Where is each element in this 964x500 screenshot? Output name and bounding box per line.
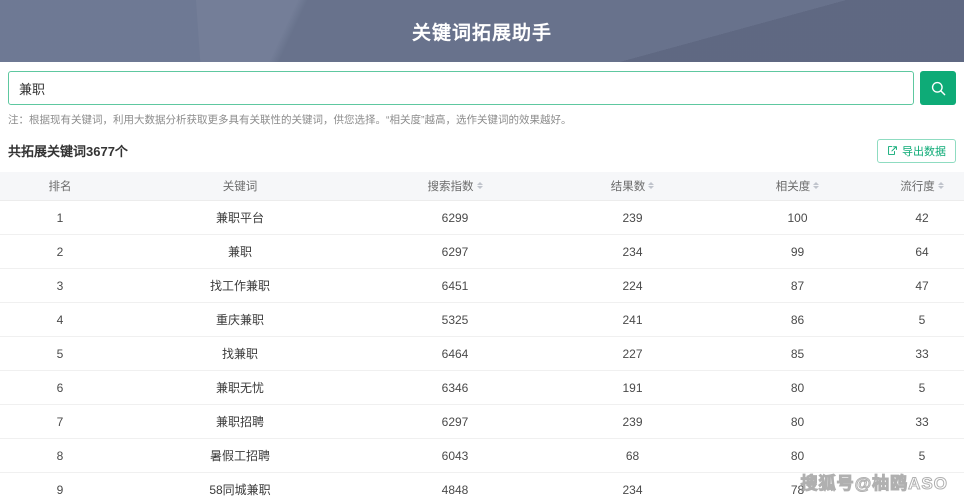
column-header-rank: 排名: [0, 171, 120, 202]
cell-keyword: 兼职平台: [120, 200, 360, 236]
cell-keyword: 58同城兼职: [120, 472, 360, 500]
cell-relevance: 80: [715, 404, 880, 440]
column-header-search-index-label: 搜索指数: [427, 180, 474, 193]
column-header-relevance-label: 相关度: [775, 180, 811, 193]
cell-results: 191: [550, 370, 715, 406]
cell-rank: 9: [0, 472, 120, 500]
page-title: 关键词拓展助手: [411, 22, 552, 44]
table-row[interactable]: 3 找工作兼职 6451 224 87 47: [0, 268, 964, 304]
sort-icon[interactable]: [813, 182, 820, 190]
cell-index: 6297: [360, 404, 550, 440]
keyword-table: 排名 关键词 搜索指数 结果数: [0, 171, 964, 500]
table-header-row: 排名 关键词 搜索指数 结果数: [0, 171, 964, 202]
search-icon: [930, 80, 947, 97]
cell-rank: 1: [0, 200, 120, 236]
cell-relevance: 86: [715, 302, 880, 338]
cell-popularity: 33: [880, 336, 964, 372]
cell-relevance: 87: [715, 268, 880, 304]
cell-keyword: 暑假工招聘: [120, 438, 360, 474]
header-diagonal-band: [194, 0, 964, 62]
column-header-keyword: 关键词: [120, 171, 360, 202]
cell-rank: 8: [0, 438, 120, 474]
cell-popularity: 5: [880, 438, 964, 474]
cell-popularity: 64: [880, 234, 964, 270]
cell-relevance: 80: [715, 370, 880, 406]
cell-rank: 2: [0, 234, 120, 270]
cell-popularity: 47: [880, 268, 964, 304]
table-row[interactable]: 1 兼职平台 6299 239 100 42: [0, 200, 964, 236]
export-data-button[interactable]: 导出数据: [877, 138, 956, 163]
results-count: 共拓展关键词3677个: [8, 144, 128, 160]
cell-results: 234: [550, 472, 715, 500]
column-header-relevance[interactable]: 相关度: [715, 171, 880, 202]
cell-index: 6464: [360, 336, 550, 372]
cell-keyword: 兼职: [120, 234, 360, 270]
cell-relevance: 100: [715, 200, 880, 236]
cell-keyword: 兼职招聘: [120, 404, 360, 440]
table-header: 排名 关键词 搜索指数 结果数: [0, 171, 964, 202]
cell-results: 239: [550, 200, 715, 236]
cell-popularity: 5: [880, 370, 964, 406]
column-header-rank-label: 排名: [48, 180, 72, 193]
table-body: 1 兼职平台 6299 239 100 42 2 兼职 6297 234 99 64 3 找工作兼职 645…: [0, 200, 964, 500]
table-row[interactable]: 2 兼职 6297 234 99 64: [0, 234, 964, 270]
cell-index: 6299: [360, 200, 550, 236]
cell-results: 224: [550, 268, 715, 304]
cell-results: 241: [550, 302, 715, 338]
sort-icon[interactable]: [648, 182, 655, 190]
cell-results: 234: [550, 234, 715, 270]
cell-relevance: 99: [715, 234, 880, 270]
cell-popularity: [880, 472, 964, 500]
cell-popularity: 33: [880, 404, 964, 440]
cell-results: 227: [550, 336, 715, 372]
table-row[interactable]: 4 重庆兼职 5325 241 86 5: [0, 302, 964, 338]
table-row[interactable]: 7 兼职招聘 6297 239 80 33: [0, 404, 964, 440]
cell-keyword: 找兼职: [120, 336, 360, 372]
column-header-popularity[interactable]: 流行度: [880, 171, 964, 202]
cell-keyword: 找工作兼职: [120, 268, 360, 304]
search-input[interactable]: [8, 71, 914, 105]
table-row[interactable]: 9 58同城兼职 4848 234 78: [0, 472, 964, 500]
export-icon: [887, 145, 898, 156]
cell-keyword: 重庆兼职: [120, 302, 360, 338]
table-row[interactable]: 5 找兼职 6464 227 85 33: [0, 336, 964, 372]
cell-rank: 6: [0, 370, 120, 406]
cell-keyword: 兼职无忧: [120, 370, 360, 406]
sort-icon[interactable]: [937, 182, 944, 190]
cell-index: 6297: [360, 234, 550, 270]
cell-rank: 3: [0, 268, 120, 304]
table-row[interactable]: 8 暑假工招聘 6043 68 80 5: [0, 438, 964, 474]
app-header: 关键词拓展助手: [0, 0, 964, 62]
cell-relevance: 80: [715, 438, 880, 474]
column-header-keyword-label: 关键词: [222, 180, 258, 193]
column-header-result-count[interactable]: 结果数: [550, 171, 715, 202]
search-note: 注：根据现有关键词，利用大数据分析获取更多具有关联性的关键词，供您选择。“相关度…: [8, 114, 572, 126]
column-header-result-count-label: 结果数: [610, 180, 646, 193]
cell-results: 239: [550, 404, 715, 440]
results-bar: 共拓展关键词3677个 导出数据: [8, 138, 956, 164]
cell-results: 68: [550, 438, 715, 474]
column-header-popularity-label: 流行度: [900, 180, 935, 193]
cell-index: 5325: [360, 302, 550, 338]
cell-index: 6451: [360, 268, 550, 304]
search-row: [8, 62, 956, 105]
cell-rank: 7: [0, 404, 120, 440]
search-button[interactable]: [920, 71, 956, 105]
cell-index: 6346: [360, 370, 550, 406]
cell-rank: 4: [0, 302, 120, 338]
cell-relevance: 78: [715, 472, 880, 500]
table-row[interactable]: 6 兼职无忧 6346 191 80 5: [0, 370, 964, 406]
cell-popularity: 42: [880, 200, 964, 236]
cell-rank: 5: [0, 336, 120, 372]
cell-popularity: 5: [880, 302, 964, 338]
sort-icon[interactable]: [476, 182, 483, 190]
cell-relevance: 85: [715, 336, 880, 372]
cell-index: 6043: [360, 438, 550, 474]
cell-index: 4848: [360, 472, 550, 500]
column-header-search-index[interactable]: 搜索指数: [360, 171, 550, 202]
export-data-label: 导出数据: [902, 145, 946, 158]
